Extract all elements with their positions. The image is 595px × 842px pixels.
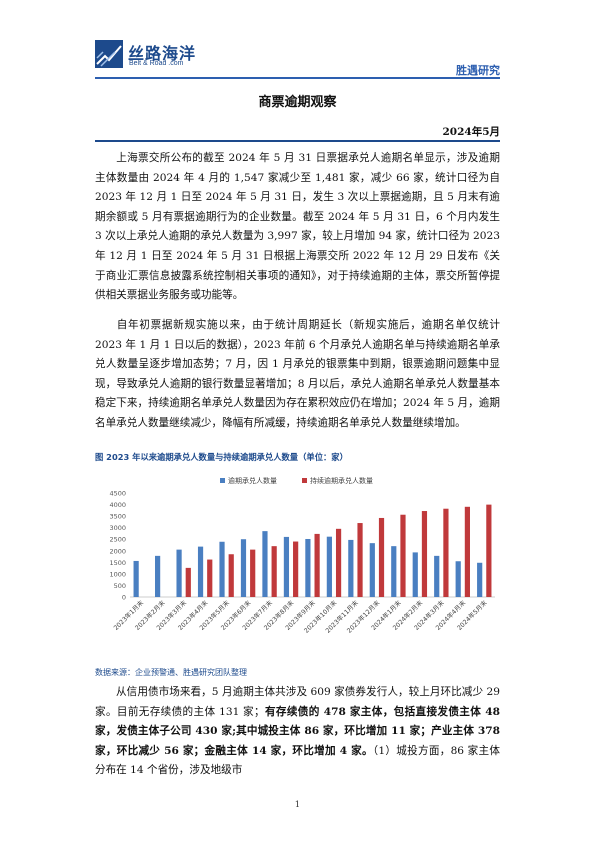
bar	[464, 506, 470, 597]
bar	[155, 555, 161, 597]
bar	[197, 546, 204, 597]
bar	[378, 517, 385, 597]
page-number: 1	[294, 800, 301, 810]
legend-label: 持续逾期承兑人数量	[310, 476, 373, 485]
bar	[326, 536, 332, 597]
bar	[412, 552, 418, 597]
y-tick-label: 1500	[109, 559, 126, 567]
logo-text-en: Belt & Road .com	[129, 60, 184, 67]
bar	[219, 541, 225, 597]
y-tick-label: 4500	[109, 490, 126, 498]
title-divider	[95, 140, 500, 142]
bar	[369, 543, 375, 597]
bar	[421, 511, 428, 597]
bar	[400, 514, 406, 597]
bar	[133, 560, 139, 597]
y-tick-label: 3000	[109, 524, 126, 532]
bar	[434, 555, 440, 597]
paragraph-3-text-c: （1）城投方面，86 家主体分布在 14 个省份，涉及地级市	[95, 744, 500, 777]
header-divider	[95, 77, 500, 79]
chart-caption: 图 2023 年以来逾期承兑人数量与持续逾期承兑人数量（单位：家）	[95, 452, 348, 462]
bar	[455, 561, 461, 597]
document-title: 商票逾期观察	[258, 95, 337, 110]
bar	[305, 538, 311, 597]
bar	[240, 539, 247, 597]
bar	[250, 549, 256, 597]
bar	[357, 523, 363, 597]
y-tick-label: 0	[122, 594, 126, 602]
header-section-label: 胜遇研究	[456, 64, 500, 77]
bar	[207, 559, 213, 597]
y-tick-label: 2500	[109, 536, 126, 544]
bar	[486, 504, 492, 597]
bar	[391, 546, 397, 597]
bar	[293, 541, 299, 597]
data-source-note: 数据来源：企业预警通、胜遇研究团队整理	[95, 668, 247, 677]
bar-chart: 0 500 1000 1500 2000 2500 3000 3500 4000 4500 逾期承兑…	[109, 476, 495, 635]
legend-swatch	[220, 478, 225, 483]
legend-label: 逾期承兑人数量	[228, 476, 277, 485]
paragraph-3-text-bold: 有存续债的 478 家主体，包括直接发债主体 48 家，发债主体子公司 430 …	[95, 705, 500, 757]
bar	[271, 546, 277, 597]
bar	[477, 562, 483, 597]
paragraph-3: 从信用债市场来看，5 月逾期主体共涉及 609 家债券发行人，较上月环比减少 2…	[95, 683, 500, 781]
document-date: 2024年5月	[442, 126, 500, 138]
y-tick-label: 4000	[109, 501, 126, 509]
legend-swatch	[302, 478, 307, 483]
bar	[335, 528, 342, 597]
bar	[176, 549, 182, 597]
bar	[228, 554, 234, 597]
y-tick-label: 3500	[109, 513, 126, 521]
bar	[348, 539, 354, 597]
bar	[443, 508, 449, 597]
bar	[262, 531, 268, 597]
paragraph-2-text: 自年初票据新规实施以来，由于统计周期延长（新规实施后，逾期名单仅统计 2023 …	[95, 319, 500, 429]
y-tick-label: 500	[114, 582, 126, 590]
paragraph-1-text: 上海票交所公布的截至 2024 年 5 月 31 日票据承兑人逾期名单显示，涉及…	[95, 152, 500, 302]
bar	[314, 533, 320, 597]
paragraph-3-text-a: 从信用债市场来看，5 月逾期主体共涉及 609 家债券发行人，较上月环比减少 2…	[95, 686, 500, 718]
paragraph-1: 上海票交所公布的截至 2024 年 5 月 31 日票据承兑人逾期名单显示，涉及…	[95, 149, 500, 306]
logo-text-cn: 丝路海洋	[128, 44, 197, 63]
logo: 丝路海洋 Belt & Road .com	[95, 37, 225, 77]
paragraph-2: 自年初票据新规实施以来，由于统计周期延长（新规实施后，逾期名单仅统计 2023 …	[95, 316, 500, 434]
logo-mark-icon	[95, 40, 123, 68]
bar	[185, 567, 191, 597]
y-tick-label: 1000	[109, 570, 126, 578]
bar	[283, 536, 290, 597]
y-tick-label: 2000	[109, 547, 126, 555]
